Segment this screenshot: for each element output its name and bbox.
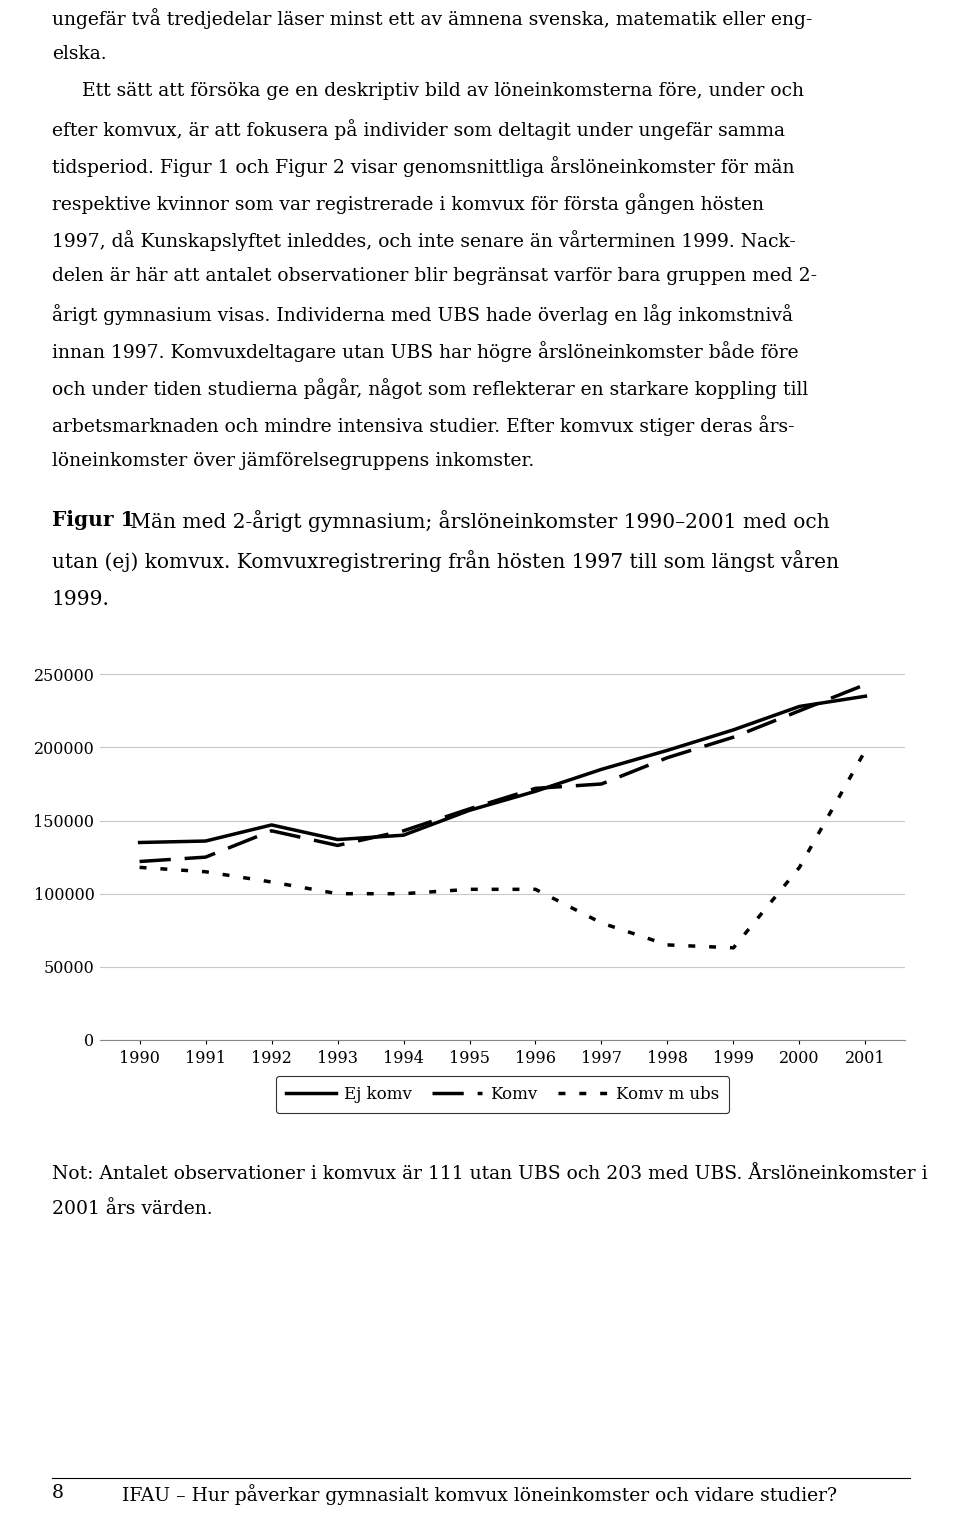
Text: årigt gymnasium visas. Individerna med UBS hade överlag en låg inkomstnivå: årigt gymnasium visas. Individerna med U… <box>52 304 793 325</box>
Text: 1999.: 1999. <box>52 590 109 610</box>
Text: 1997, då Kunskapslyftet inleddes, och inte senare än vårterminen 1999. Nack-: 1997, då Kunskapslyftet inleddes, och in… <box>52 230 796 251</box>
Text: respektive kvinnor som var registrerade i komvux för första gången hösten: respektive kvinnor som var registrerade … <box>52 194 764 213</box>
Text: ungefär två tredjedelar läser minst ett av ämnena svenska, matematik eller eng-: ungefär två tredjedelar läser minst ett … <box>52 8 812 29</box>
Legend: Ej komv, Komv, Komv m ubs: Ej komv, Komv, Komv m ubs <box>276 1076 730 1114</box>
Text: Figur 1: Figur 1 <box>52 510 134 530</box>
Text: IFAU – Hur påverkar gymnasialt komvux löneinkomster och vidare studier?: IFAU – Hur påverkar gymnasialt komvux lö… <box>123 1484 837 1505</box>
Text: innan 1997. Komvuxdeltagare utan UBS har högre årslöneinkomster både före: innan 1997. Komvuxdeltagare utan UBS har… <box>52 340 799 362</box>
Text: efter komvux, är att fokusera på individer som deltagit under ungefär samma: efter komvux, är att fokusera på individ… <box>52 120 785 141</box>
Text: delen är här att antalet observationer blir begränsat varför bara gruppen med 2-: delen är här att antalet observationer b… <box>52 266 817 284</box>
Text: utan (ej) komvux. Komvuxregistrering från hösten 1997 till som längst våren: utan (ej) komvux. Komvuxregistrering frå… <box>52 551 839 572</box>
Text: Män med 2-årigt gymnasium; årslöneinkomster 1990–2001 med och: Män med 2-årigt gymnasium; årslöneinkoms… <box>124 510 829 533</box>
Text: löneinkomster över jämförelsegruppens inkomster.: löneinkomster över jämförelsegruppens in… <box>52 452 535 471</box>
Text: Not: Antalet observationer i komvux är 111 utan UBS och 203 med UBS. Årslöneinko: Not: Antalet observationer i komvux är 1… <box>52 1165 927 1183</box>
Text: arbetsmarknaden och mindre intensiva studier. Efter komvux stiger deras års-: arbetsmarknaden och mindre intensiva stu… <box>52 415 795 436</box>
Text: Ett sätt att försöka ge en deskriptiv bild av löneinkomsterna före, under och: Ett sätt att försöka ge en deskriptiv bi… <box>52 82 804 100</box>
Text: elska.: elska. <box>52 45 107 64</box>
Text: och under tiden studierna pågår, något som reflekterar en starkare koppling till: och under tiden studierna pågår, något s… <box>52 378 808 399</box>
Text: 8: 8 <box>52 1484 64 1502</box>
Text: tidsperiod. Figur 1 och Figur 2 visar genomsnittliga årslöneinkomster för män: tidsperiod. Figur 1 och Figur 2 visar ge… <box>52 156 795 177</box>
Text: 2001 års värden.: 2001 års värden. <box>52 1200 212 1218</box>
